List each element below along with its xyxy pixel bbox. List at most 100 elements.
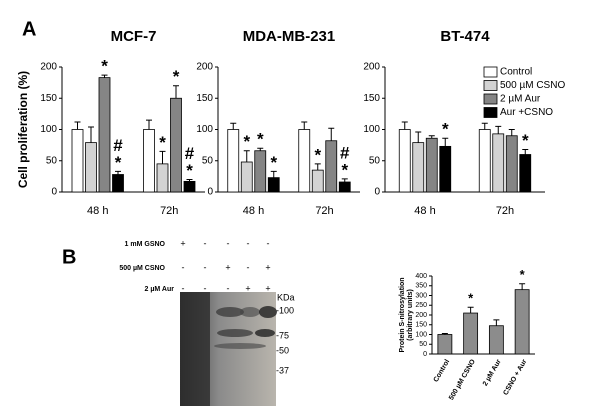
y-tick-label: 150 bbox=[196, 93, 213, 104]
annotation: * bbox=[314, 145, 321, 164]
x-tick-label: 2 µM Aur bbox=[482, 358, 503, 387]
annotation: * bbox=[522, 131, 529, 150]
legend-label: Aur +CSNO bbox=[500, 107, 553, 118]
bar bbox=[298, 129, 311, 193]
marker-unit: KDa bbox=[277, 292, 295, 302]
panel-label: B bbox=[62, 246, 76, 268]
legend-swatch bbox=[483, 66, 498, 78]
y-tick-label: 250 bbox=[415, 302, 427, 309]
legend-label: Control bbox=[500, 67, 532, 78]
y-axis-label: (arbitrary units) bbox=[407, 289, 414, 341]
annotation: * bbox=[341, 160, 348, 179]
error-bar bbox=[441, 333, 448, 335]
bar bbox=[398, 129, 411, 193]
western-blot bbox=[180, 292, 277, 406]
marker-label: -50 bbox=[276, 345, 289, 355]
bar bbox=[514, 289, 530, 355]
error-bar bbox=[519, 283, 526, 290]
chart-title: MCF-7 bbox=[111, 28, 157, 45]
marker-label: -100 bbox=[276, 305, 294, 315]
y-tick-label: 200 bbox=[196, 62, 213, 73]
treatment-sign: - bbox=[227, 283, 230, 293]
bar bbox=[98, 77, 111, 193]
error-bar bbox=[442, 137, 449, 147]
error-bar bbox=[301, 121, 308, 130]
treatment-sign: - bbox=[204, 238, 207, 248]
annotation: * bbox=[186, 161, 193, 180]
annotation: * bbox=[442, 120, 449, 139]
y-tick-label: 0 bbox=[207, 187, 213, 198]
bar bbox=[311, 169, 324, 193]
error-bar bbox=[243, 150, 250, 162]
treatment-sign: - bbox=[267, 238, 270, 248]
bar bbox=[325, 140, 338, 193]
error-bar bbox=[481, 122, 488, 130]
annotation: # bbox=[185, 144, 195, 163]
x-tick-label: 72h bbox=[160, 205, 178, 217]
error-bar bbox=[173, 85, 179, 99]
x-tick-label: 72h bbox=[315, 205, 333, 217]
error-bar bbox=[146, 119, 152, 130]
y-tick-label: 150 bbox=[363, 93, 380, 104]
error-bar bbox=[186, 179, 193, 182]
error-bar bbox=[522, 149, 529, 155]
x-tick-label: 500 µM CSNO bbox=[448, 358, 477, 402]
legend-label: 2 µM Aur bbox=[500, 94, 541, 105]
treatment-sign: - bbox=[204, 262, 207, 272]
bar bbox=[156, 163, 169, 193]
bar bbox=[478, 129, 491, 193]
bar bbox=[183, 180, 196, 193]
treatment-sign: - bbox=[227, 238, 230, 248]
y-tick-label: 150 bbox=[40, 93, 57, 104]
error-bar bbox=[495, 125, 502, 134]
y-tick-label: 200 bbox=[415, 312, 427, 319]
y-tick-label: 50 bbox=[419, 341, 427, 348]
error-bar bbox=[467, 306, 474, 314]
marker-label: -37 bbox=[276, 365, 289, 375]
bar bbox=[338, 181, 351, 193]
error-bar bbox=[101, 74, 108, 78]
error-bar bbox=[257, 147, 264, 151]
treatment-sign: + bbox=[225, 262, 230, 272]
annotation: * bbox=[257, 130, 264, 149]
legend-swatch bbox=[483, 107, 498, 118]
x-tick-label: Control bbox=[433, 358, 452, 383]
error-bar bbox=[230, 122, 237, 130]
error-bar bbox=[493, 319, 500, 326]
annotation: * bbox=[173, 67, 180, 86]
bar bbox=[112, 174, 124, 193]
treatment-sign: + bbox=[265, 283, 270, 293]
annotation: * bbox=[159, 133, 166, 152]
annotation: * bbox=[520, 267, 526, 282]
bar bbox=[240, 161, 253, 193]
x-tick-label: 48 h bbox=[87, 205, 108, 217]
y-tick-label: 100 bbox=[196, 124, 213, 135]
bar bbox=[170, 97, 182, 193]
chart-title: BT-474 bbox=[440, 28, 490, 45]
error-bar bbox=[508, 129, 515, 136]
error-bar bbox=[115, 170, 121, 175]
y-tick-label: 50 bbox=[46, 155, 58, 166]
y-tick-label: 50 bbox=[369, 155, 381, 166]
bar bbox=[267, 177, 280, 193]
x-tick-label: 48 h bbox=[243, 205, 264, 217]
annotation: * bbox=[101, 57, 108, 76]
legend-swatch bbox=[483, 93, 498, 105]
y-axis-label: Cell proliferation (%) bbox=[16, 71, 30, 188]
bar bbox=[254, 150, 267, 193]
y-tick-label: 0 bbox=[423, 351, 427, 358]
x-tick-label: 72h bbox=[496, 205, 514, 217]
x-tick-label: CSNO + Aur bbox=[502, 358, 528, 396]
treatment-sign: + bbox=[245, 283, 250, 293]
bar bbox=[425, 137, 438, 193]
error-bar bbox=[314, 163, 321, 171]
y-tick-label: 200 bbox=[363, 62, 380, 73]
bar bbox=[492, 133, 505, 193]
treatment-label: 1 mM GSNO bbox=[125, 241, 166, 248]
treatment-label: 500 µM CSNO bbox=[119, 265, 165, 272]
bar bbox=[437, 334, 453, 355]
bar bbox=[505, 135, 518, 193]
x-tick-label: 48 h bbox=[414, 205, 435, 217]
error-bar bbox=[341, 178, 348, 182]
